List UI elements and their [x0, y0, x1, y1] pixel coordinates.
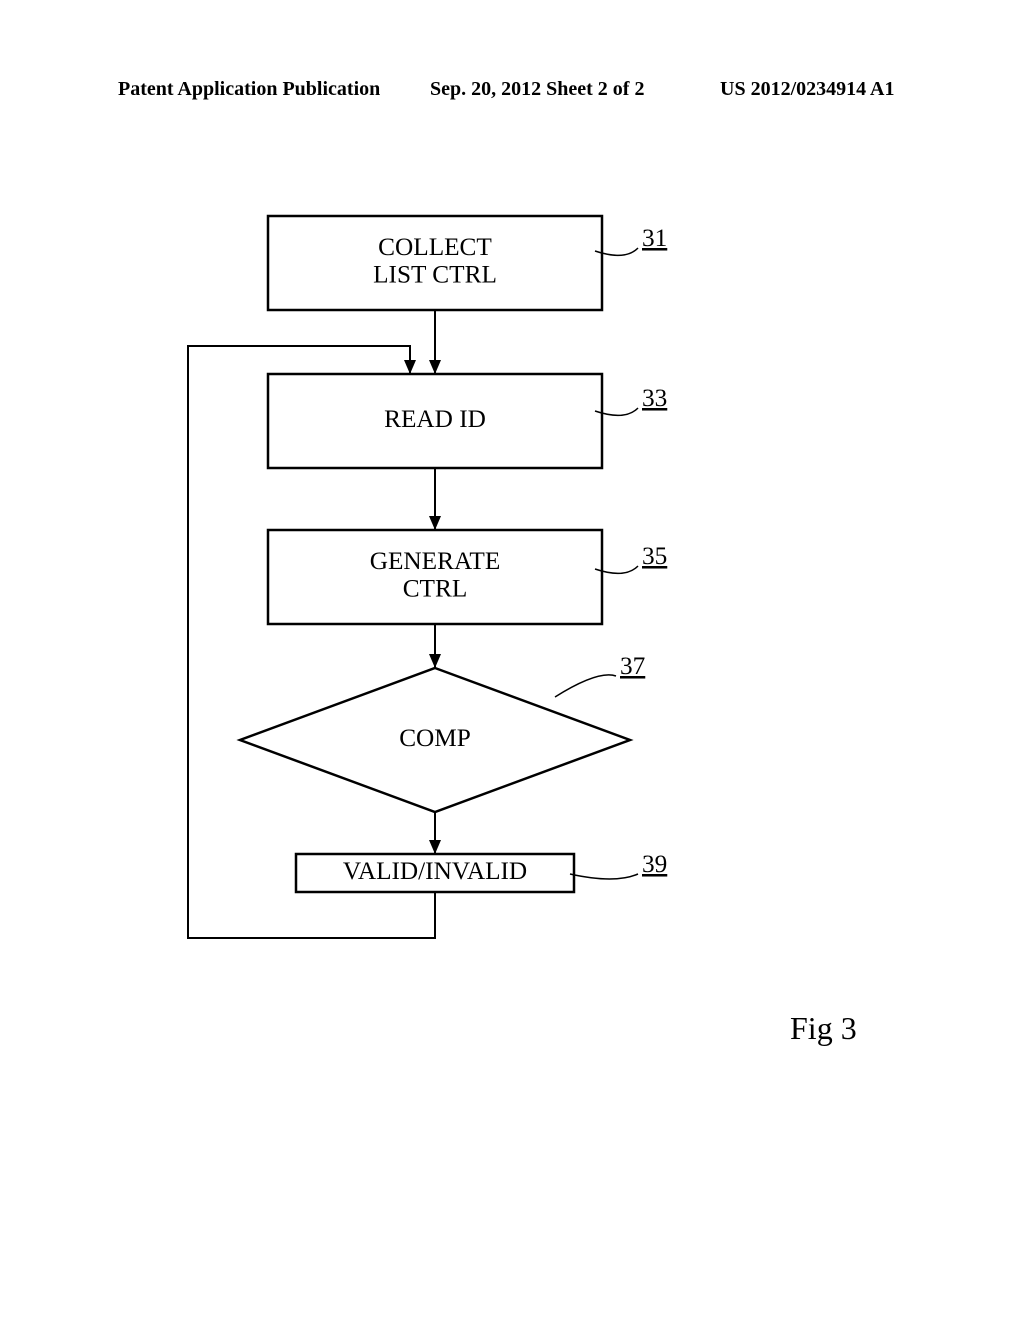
flow-node-label: COLLECT — [378, 233, 492, 261]
flow-node-label: COMP — [399, 724, 471, 752]
arrowhead-icon — [429, 360, 441, 374]
arrowhead-icon — [429, 840, 441, 854]
page: Patent Application Publication Sep. 20, … — [0, 0, 1024, 1320]
leader-line — [570, 874, 638, 879]
arrowhead-icon — [429, 516, 441, 530]
arrowhead-icon — [404, 360, 416, 374]
edge — [188, 346, 435, 938]
ref-number: 37 — [620, 652, 645, 680]
flow-node-label: VALID/INVALID — [343, 857, 527, 885]
ref-number: 31 — [642, 224, 667, 252]
flow-node-label: GENERATE — [370, 547, 501, 575]
ref-number: 33 — [642, 384, 667, 412]
leader-line — [555, 675, 616, 697]
flow-node-label: LIST CTRL — [373, 261, 497, 289]
figure-label: Fig 3 — [790, 1010, 857, 1047]
flow-node-label: CTRL — [403, 575, 468, 603]
flow-node-label: READ ID — [384, 405, 486, 433]
ref-number: 39 — [642, 850, 667, 878]
ref-number: 35 — [642, 542, 667, 570]
flowchart-svg: COLLECTLIST CTRL 31 READ ID 33 GENERATECTRL 3… — [0, 0, 1024, 1320]
arrowhead-icon — [429, 654, 441, 668]
